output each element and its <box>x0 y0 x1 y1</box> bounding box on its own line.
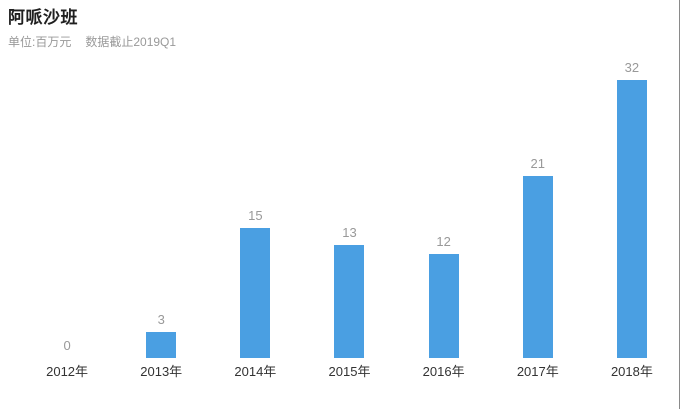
bar-column: 13 2015年 <box>302 50 396 379</box>
bar <box>146 332 177 358</box>
x-axis-label: 2015年 <box>328 364 371 379</box>
bar <box>522 176 553 358</box>
unit-label: 单位:百万元 <box>8 35 72 49</box>
bar <box>334 245 365 358</box>
bar <box>428 254 459 358</box>
bar-value-label: 32 <box>624 60 640 75</box>
bar-chart: 0 2012年 3 2013年 15 2014年 13 2015年 12 2016年 21 2017年… <box>20 50 679 379</box>
bar-value-label: 12 <box>436 234 451 249</box>
bar-value-label: 21 <box>530 156 545 171</box>
bar-value-label: 0 <box>63 338 71 353</box>
bar-value-label: 13 <box>342 225 357 240</box>
bar-column: 0 2012年 <box>20 50 114 379</box>
bar <box>616 80 647 358</box>
x-axis-label: 2017年 <box>516 364 559 379</box>
x-axis-label: 2014年 <box>234 364 277 379</box>
bar-value-label: 3 <box>157 312 165 327</box>
bar-column: 15 2014年 <box>208 50 302 379</box>
bar-column: 32 2018年 <box>585 50 679 379</box>
x-axis-label: 2013年 <box>140 364 183 379</box>
bar-column: 21 2017年 <box>491 50 585 379</box>
bar-column: 12 2016年 <box>397 50 491 379</box>
x-axis-label: 2018年 <box>610 364 653 379</box>
x-axis-label: 2012年 <box>46 364 89 379</box>
bar-value-label: 15 <box>248 208 263 223</box>
page-title: 阿哌沙班 <box>8 8 78 27</box>
bar <box>240 228 271 358</box>
bar-column: 3 2013年 <box>114 50 208 379</box>
x-axis-label: 2016年 <box>422 364 465 379</box>
chart-subtitle: 单位:百万元 数据截止2019Q1 <box>8 35 669 50</box>
chart-header: 阿哌沙班 单位:百万元 数据截止2019Q1 <box>8 6 669 50</box>
data-cutoff-label: 数据截止2019Q1 <box>85 35 177 49</box>
